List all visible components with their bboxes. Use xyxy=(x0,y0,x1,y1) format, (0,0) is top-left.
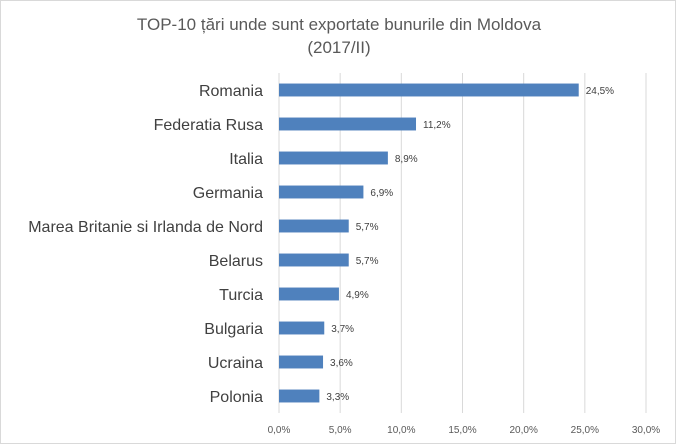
bar-romania xyxy=(279,83,579,97)
bar-federatia-rusa xyxy=(279,117,417,131)
data-label: 3,3% xyxy=(326,392,349,403)
bar-polonia xyxy=(279,389,320,403)
data-label: 5,7% xyxy=(356,256,379,267)
x-tick-label: 20,0% xyxy=(509,425,537,436)
bar-italia xyxy=(279,151,388,165)
category-label: Ucraina xyxy=(208,355,263,372)
bar-belarus xyxy=(279,253,349,267)
category-label: Romania xyxy=(199,83,263,100)
category-label: Germania xyxy=(193,185,263,202)
category-label: Polonia xyxy=(210,389,263,406)
category-label: Turcia xyxy=(219,287,263,304)
category-label: Federatia Rusa xyxy=(154,117,263,134)
chart-title: TOP-10 țări unde sunt exportate bunurile… xyxy=(136,15,542,34)
x-tick-label: 25,0% xyxy=(571,425,599,436)
chart-subtitle: (2017/II) xyxy=(307,38,371,57)
category-label: Marea Britanie si Irlanda de Nord xyxy=(28,219,263,236)
bar-marea-britanie-si-irlanda-de-nord xyxy=(279,219,349,233)
category-label: Italia xyxy=(229,151,263,168)
data-label: 24,5% xyxy=(586,86,614,97)
data-label: 5,7% xyxy=(356,222,379,233)
category-label: Belarus xyxy=(209,253,263,270)
x-tick-label: 30,0% xyxy=(632,425,660,436)
category-label: Bulgaria xyxy=(204,321,263,338)
data-label: 6,9% xyxy=(370,188,393,199)
data-label: 4,9% xyxy=(346,290,369,301)
data-label: 8,9% xyxy=(395,154,418,165)
x-tick-label: 5,0% xyxy=(329,425,352,436)
bar-germania xyxy=(279,185,364,199)
data-label: 3,7% xyxy=(331,324,354,335)
data-label: 11,2% xyxy=(423,120,451,131)
x-tick-label: 0,0% xyxy=(268,425,291,436)
x-tick-label: 15,0% xyxy=(448,425,476,436)
bar-ucraina xyxy=(279,355,324,369)
bar-bulgaria xyxy=(279,321,325,335)
x-tick-label: 10,0% xyxy=(387,425,415,436)
data-label: 3,6% xyxy=(330,358,353,369)
bar-turcia xyxy=(279,287,339,301)
